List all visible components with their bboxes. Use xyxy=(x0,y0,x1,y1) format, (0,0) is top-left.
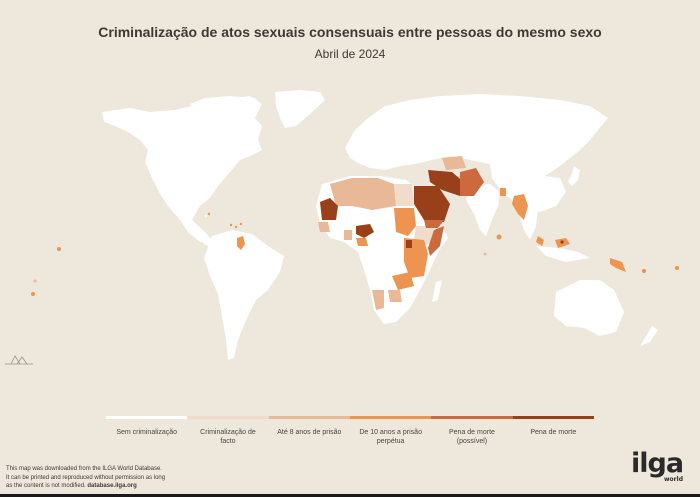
legend-label: Pena de morte (possível) xyxy=(449,429,495,445)
map-scale-icon xyxy=(5,355,33,365)
arctic-islands xyxy=(190,96,262,110)
pacific-island-left xyxy=(33,279,37,283)
papua-new-guinea xyxy=(610,258,626,272)
indonesia xyxy=(536,246,590,262)
yemen xyxy=(424,220,444,228)
pacific-island xyxy=(675,266,679,270)
east-asia xyxy=(490,164,566,212)
nigeria xyxy=(356,224,374,238)
caribbean-island xyxy=(239,222,243,226)
footer-line-3: as the content is not modified. xyxy=(6,483,86,489)
senegal-area xyxy=(318,222,330,232)
south-america xyxy=(204,230,284,360)
eurasia-north xyxy=(345,94,608,178)
iran xyxy=(428,170,466,196)
nigeria-area xyxy=(356,238,368,246)
africa xyxy=(316,176,448,324)
map-title: Criminalização de atos sexuais consensua… xyxy=(98,24,602,40)
bangladesh xyxy=(500,188,506,196)
zambia xyxy=(392,272,414,290)
footer-attribution: This map was downloaded from the ILGA Wo… xyxy=(6,465,165,491)
legend-item-sem-criminalizacao: Sem criminalização xyxy=(106,416,188,446)
legend-swatch xyxy=(106,416,188,419)
japan xyxy=(568,166,580,186)
india xyxy=(466,184,500,236)
myanmar xyxy=(512,194,528,220)
legend-item-10-anos-perpetua: De 10 anos a prisão perpétua xyxy=(349,416,432,446)
world-map xyxy=(31,90,679,360)
ghana-area xyxy=(344,230,352,240)
north-america xyxy=(102,96,262,242)
new-zealand xyxy=(640,326,658,346)
bottom-border xyxy=(0,494,700,497)
pacific-island xyxy=(642,269,646,273)
ilga-world-logo: ilga world xyxy=(631,450,691,490)
footer-line-1: This map was downloaded from the ILGA Wo… xyxy=(6,466,162,472)
legend: Sem criminalização Criminalização de fac… xyxy=(106,416,594,446)
maldives xyxy=(483,252,487,256)
legend-label: Criminalização de facto xyxy=(200,429,256,445)
pacific-island-left xyxy=(57,247,61,251)
caribbean-island xyxy=(207,212,211,216)
central-asia xyxy=(442,156,466,170)
sri-lanka xyxy=(496,234,502,240)
legend-item-pena-de-morte-possivel: Pena de morte (possível) xyxy=(431,416,513,446)
australia xyxy=(554,280,624,336)
saudi-arabia xyxy=(414,186,450,222)
footer-line-2: It can be printed and reproduced without… xyxy=(6,474,166,481)
botswana xyxy=(388,290,402,302)
legend-swatch xyxy=(187,416,269,419)
egypt xyxy=(394,184,414,206)
north-africa xyxy=(330,178,396,210)
uganda xyxy=(406,240,412,248)
caribbean-island xyxy=(234,225,238,229)
map-subtitle: Abril de 2024 xyxy=(314,47,386,61)
mauritania xyxy=(320,198,338,220)
afghanistan-pakistan xyxy=(460,168,484,196)
logo-text: ilga xyxy=(631,448,684,479)
legend-swatch xyxy=(349,416,432,419)
legend-label: Pena de morte xyxy=(530,429,577,436)
somalia xyxy=(428,226,444,256)
namibia xyxy=(372,290,384,310)
legend-item-de-facto: Criminalização de facto xyxy=(187,416,269,446)
legend-item-pena-de-morte: Pena de morte xyxy=(512,416,594,446)
malaysia xyxy=(536,236,544,246)
legend-swatch xyxy=(431,416,513,419)
legend-item-ate-8-anos: Até 8 anos de prisão xyxy=(268,416,350,446)
pacific-island-left xyxy=(31,292,35,296)
sudan xyxy=(394,208,416,236)
legend-swatch xyxy=(268,416,350,419)
legend-label: Até 8 anos de prisão xyxy=(277,429,342,436)
caribbean-island xyxy=(229,223,233,227)
atlantic-island xyxy=(205,215,207,217)
legend-label: De 10 anos a prisão perpétua xyxy=(359,429,422,445)
madagascar xyxy=(432,280,442,302)
logo-subtext: world xyxy=(664,476,683,483)
legend-swatch xyxy=(512,416,594,419)
legend-label: Sem criminalização xyxy=(116,429,177,436)
guyana xyxy=(237,236,245,250)
database-link[interactable]: database.ilga.org xyxy=(87,483,137,489)
brunei xyxy=(560,240,564,244)
greenland xyxy=(275,90,325,128)
